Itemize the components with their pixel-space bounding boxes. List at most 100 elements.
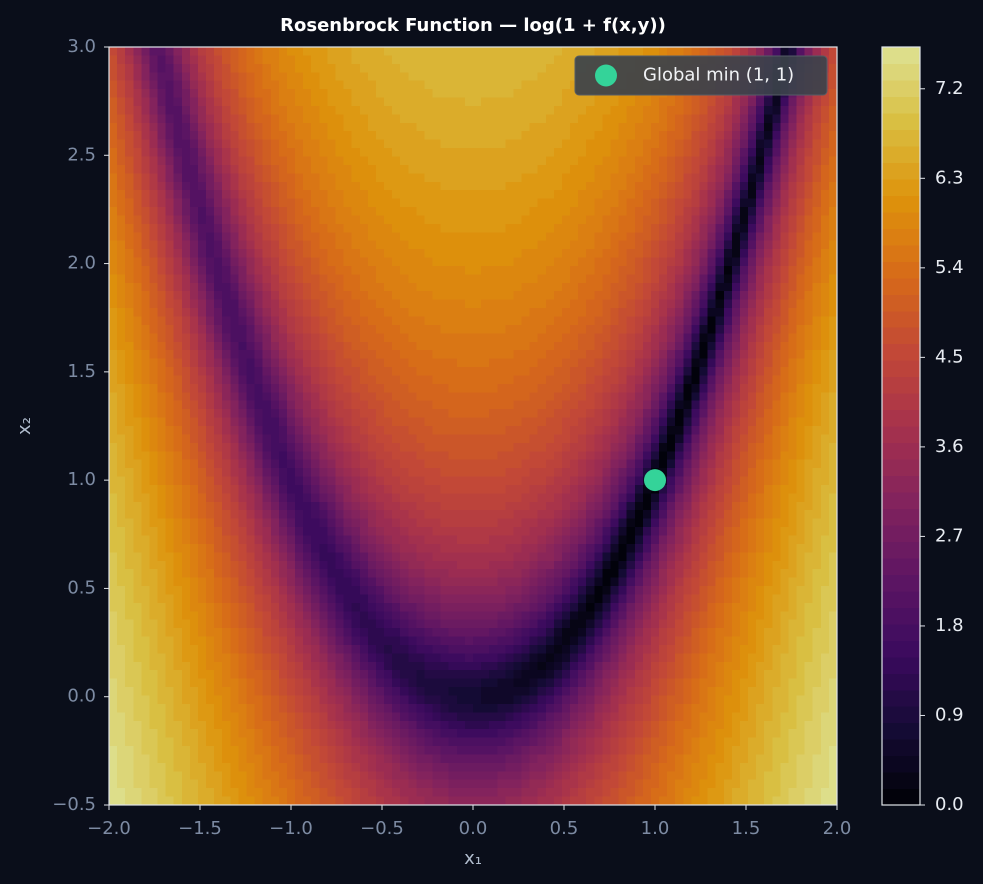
- heatmap-cell: [440, 198, 450, 208]
- heatmap-cell: [497, 190, 506, 200]
- heatmap-cell: [222, 426, 231, 436]
- heatmap-cell: [780, 367, 790, 377]
- heatmap-cell: [561, 459, 571, 469]
- heatmap-cell: [691, 316, 701, 326]
- heatmap-cell: [440, 316, 450, 326]
- heatmap-cell: [739, 426, 749, 436]
- heatmap-cell: [456, 375, 466, 385]
- heatmap-cell: [618, 383, 628, 393]
- heatmap-cell: [189, 375, 199, 385]
- heatmap-cell: [214, 265, 223, 275]
- heatmap-cell: [197, 240, 207, 250]
- heatmap-cell: [586, 122, 595, 132]
- heatmap-cell: [804, 265, 814, 275]
- heatmap-cell: [561, 190, 571, 200]
- heatmap-cell: [505, 442, 515, 452]
- heatmap-cell: [424, 257, 434, 267]
- heatmap-cell: [780, 333, 790, 343]
- heatmap-cell: [230, 265, 240, 275]
- heatmap-cell: [270, 164, 280, 174]
- heatmap-cell: [739, 47, 749, 57]
- heatmap-cell: [788, 139, 798, 149]
- heatmap-cell: [505, 324, 515, 334]
- heatmap-cell: [804, 299, 814, 309]
- heatmap-cell: [165, 223, 175, 233]
- heatmap-cell: [384, 400, 393, 410]
- heatmap-cell: [424, 223, 434, 233]
- heatmap-cell: [327, 240, 337, 250]
- heatmap-cell: [505, 341, 515, 351]
- heatmap-cell: [804, 215, 814, 225]
- heatmap-cell: [715, 274, 725, 284]
- heatmap-cell: [375, 223, 385, 233]
- heatmap-cell: [311, 358, 320, 368]
- heatmap-cell: [295, 122, 304, 132]
- heatmap-cell: [642, 274, 652, 284]
- heatmap-cell: [812, 274, 822, 284]
- heatmap-cell: [723, 274, 733, 284]
- heatmap-cell: [537, 105, 547, 115]
- heatmap-cell: [739, 316, 749, 326]
- heatmap-cell: [473, 459, 482, 469]
- heatmap-cell: [303, 308, 312, 318]
- heatmap-cell: [473, 367, 482, 377]
- heatmap-cell: [254, 190, 264, 200]
- heatmap-cell: [141, 89, 151, 99]
- heatmap-cell: [756, 367, 765, 377]
- heatmap-cell: [570, 434, 579, 444]
- heatmap-cell: [780, 291, 790, 301]
- heatmap-cell: [812, 451, 822, 461]
- heatmap-cell: [513, 392, 523, 402]
- heatmap-cell: [109, 468, 118, 478]
- heatmap-cell: [286, 316, 296, 326]
- heatmap-cell: [109, 333, 118, 343]
- heatmap-cell: [731, 156, 741, 166]
- heatmap-cell: [691, 232, 701, 242]
- heatmap-cell: [497, 324, 506, 334]
- heatmap-cell: [149, 459, 159, 469]
- heatmap-cell: [723, 383, 733, 393]
- heatmap-cell: [699, 181, 709, 191]
- heatmap-cell: [675, 232, 684, 242]
- heatmap-cell: [392, 341, 401, 351]
- heatmap-cell: [109, 308, 118, 318]
- heatmap-cell: [788, 358, 798, 368]
- heatmap-cell: [359, 173, 369, 183]
- heatmap-cell: [109, 114, 118, 124]
- heatmap-cell: [537, 164, 547, 174]
- heatmap-cell: [578, 282, 587, 292]
- heatmap-cell: [610, 409, 620, 419]
- heatmap-cell: [570, 190, 579, 200]
- heatmap-cell: [230, 442, 240, 452]
- heatmap-cell: [125, 409, 134, 419]
- heatmap-cell: [133, 265, 142, 275]
- heatmap-cell: [448, 459, 458, 469]
- heatmap-cell: [311, 442, 320, 452]
- heatmap-cell: [594, 173, 604, 183]
- heatmap-cell: [529, 476, 539, 486]
- heatmap-cell: [270, 350, 280, 360]
- heatmap-cell: [416, 282, 426, 292]
- heatmap-cell: [780, 139, 790, 149]
- heatmap-cell: [642, 257, 652, 267]
- heatmap-cell: [739, 274, 749, 284]
- heatmap-cell: [723, 47, 733, 57]
- heatmap-cell: [149, 72, 159, 82]
- heatmap-cell: [416, 308, 426, 318]
- heatmap-cell: [481, 240, 490, 250]
- heatmap-cell: [772, 341, 781, 351]
- heatmap-cell: [165, 190, 175, 200]
- heatmap-cell: [804, 417, 814, 427]
- heatmap-cell: [303, 324, 312, 334]
- heatmap-cell: [545, 451, 555, 461]
- heatmap-cell: [602, 426, 612, 436]
- heatmap-cell: [270, 139, 280, 149]
- heatmap-cell: [675, 173, 684, 183]
- heatmap-cell: [699, 493, 709, 503]
- heatmap-cell: [408, 257, 417, 267]
- heatmap-cell: [206, 105, 215, 115]
- heatmap-cell: [529, 367, 539, 377]
- heatmap-cell: [505, 358, 515, 368]
- heatmap-cell: [392, 198, 401, 208]
- heatmap-cell: [618, 257, 628, 267]
